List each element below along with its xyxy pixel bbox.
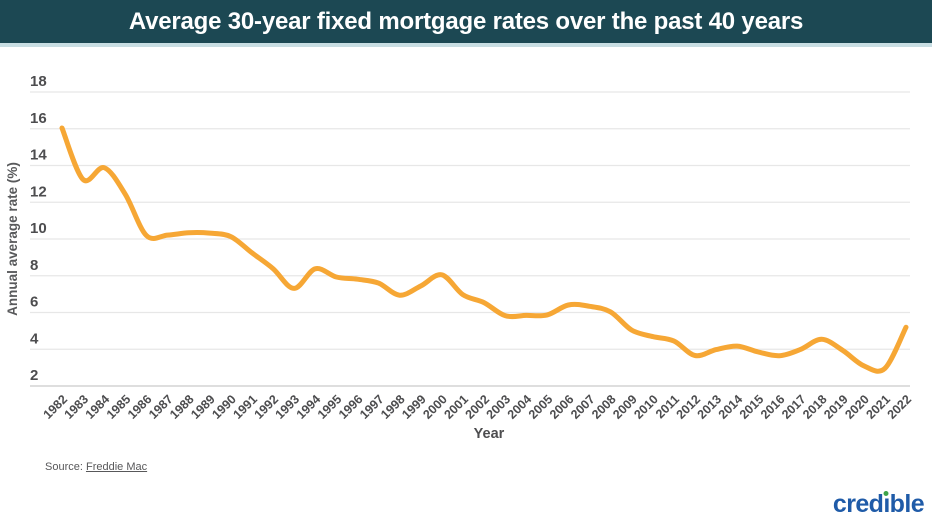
y-tick-label-6: 6: [30, 294, 38, 311]
source-link[interactable]: Freddie Mac: [85, 461, 148, 473]
source-prefix: Source:: [45, 461, 86, 473]
chart-title-bar: Average 30-year fixed mortgage rates ove…: [0, 0, 932, 47]
source-attribution: Source: Freddie Mac: [45, 461, 147, 473]
credible-logo: credıble: [832, 490, 925, 518]
y-tick-label-12: 12: [30, 183, 47, 200]
y-tick-label-18: 18: [30, 73, 47, 90]
rate-line-series: [59, 125, 909, 374]
x-axis-title: Year: [474, 426, 505, 442]
chart-title: Average 30-year fixed mortgage rates ove…: [128, 7, 804, 35]
y-tick-label-10: 10: [30, 220, 47, 237]
y-tick-label-8: 8: [30, 257, 38, 274]
y-axis-title: Annual average rate (%): [5, 162, 20, 316]
mortgage-rates-line-chart: 2468101214161819821983198419851986198719…: [5, 73, 915, 442]
x-tick-label-2022: 2022: [885, 392, 915, 422]
y-tick-label-2: 2: [30, 367, 38, 384]
y-tick-label-4: 4: [30, 330, 39, 347]
logo-i-green-dot: ı: [883, 490, 890, 518]
y-tick-label-16: 16: [30, 110, 47, 127]
y-tick-label-14: 14: [30, 147, 47, 164]
